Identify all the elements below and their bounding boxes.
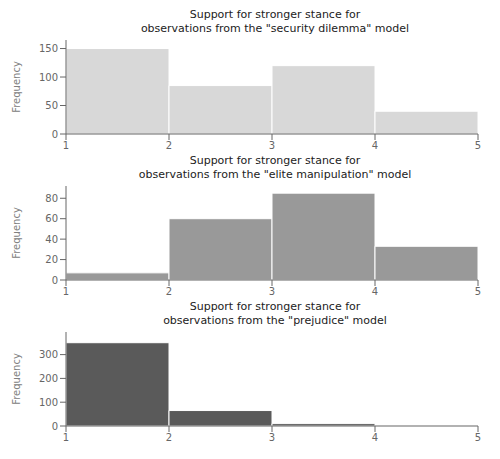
svg-text:100: 100	[39, 397, 58, 408]
svg-text:0: 0	[52, 421, 58, 432]
svg-text:200: 200	[39, 373, 58, 384]
svg-text:20: 20	[45, 254, 58, 265]
svg-text:100: 100	[39, 72, 58, 83]
svg-text:60: 60	[45, 213, 58, 224]
svg-text:1: 1	[63, 286, 69, 297]
svg-text:0: 0	[52, 275, 58, 286]
svg-text:80: 80	[45, 193, 58, 204]
svg-text:300: 300	[39, 349, 58, 360]
svg-text:3: 3	[269, 286, 275, 297]
svg-text:4: 4	[372, 286, 378, 297]
html-text:Support for stronger stance fo: Support for stronger stance for observat…	[138, 154, 412, 181]
svg-text:5: 5	[475, 286, 481, 297]
svg-text:Frequency: Frequency	[11, 353, 22, 405]
svg-text:Frequency: Frequency	[11, 207, 22, 259]
html-text:Support for stronger stance fo: Support for stronger stance for observat…	[140, 8, 410, 35]
svg-text:1: 1	[63, 432, 69, 443]
svg-text:2: 2	[166, 140, 172, 151]
svg-text:150: 150	[39, 43, 58, 54]
svg-text:2: 2	[166, 432, 172, 443]
svg-text:5: 5	[475, 140, 481, 151]
html-text:Support for stronger stance fo: Support for stronger stance for observat…	[163, 300, 387, 327]
svg-text:4: 4	[372, 432, 378, 443]
svg-text:50: 50	[45, 100, 58, 111]
svg-text:0: 0	[52, 129, 58, 140]
svg-text:Frequency: Frequency	[11, 61, 22, 113]
svg-text:3: 3	[269, 140, 275, 151]
svg-text:5: 5	[475, 432, 481, 443]
svg-text:40: 40	[45, 234, 58, 245]
svg-text:4: 4	[372, 140, 378, 151]
svg-text:3: 3	[269, 432, 275, 443]
svg-text:1: 1	[63, 140, 69, 151]
svg-text:2: 2	[166, 286, 172, 297]
